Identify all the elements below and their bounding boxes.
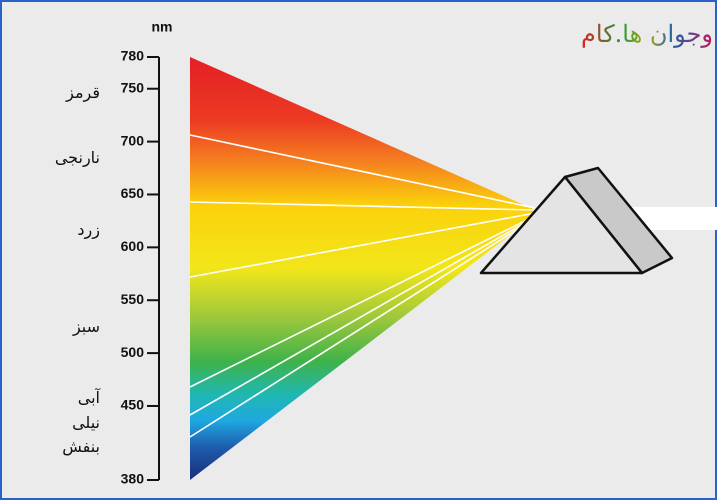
- color-name: سبز: [72, 317, 100, 337]
- tick-label: 550: [121, 291, 145, 307]
- color-name: قرمز: [65, 83, 100, 103]
- tick-label: 750: [121, 79, 145, 95]
- tick-label: 780: [121, 48, 145, 64]
- color-name: نارنجی: [55, 148, 100, 168]
- tick-label: 380: [121, 471, 145, 487]
- tick-label: 500: [121, 344, 145, 360]
- color-name: آبی: [78, 388, 102, 407]
- tick-label: 600: [121, 238, 145, 254]
- color-name: زرد: [77, 220, 100, 240]
- color-name: نیلی: [72, 413, 100, 432]
- tick-label: 700: [121, 132, 145, 148]
- page: {"watermark": "وجوان ها.کام", "axis": {"…: [0, 0, 717, 500]
- axis-unit: nm: [152, 19, 173, 35]
- tick-label: 650: [121, 185, 145, 201]
- color-name: بنفش: [62, 437, 100, 457]
- tick-label: 450: [121, 397, 145, 413]
- diagram: nm وجوان ها.کام قرمز نارنجی زرد سبز آبی …: [0, 0, 717, 500]
- watermark: وجوان ها.کام: [581, 20, 713, 48]
